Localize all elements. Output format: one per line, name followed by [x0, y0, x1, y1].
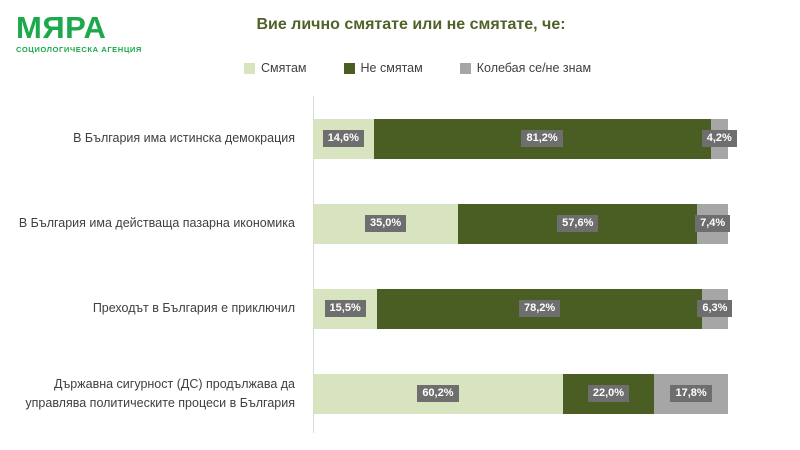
agency-logo: МЯРА СОЦИОЛОГИЧЕСКА АГЕНЦИЯ [16, 12, 142, 54]
value-label: 6,3% [697, 299, 733, 318]
chart-legend: Смятам Не смятам Колебая се/не знам [244, 61, 591, 75]
y-axis-line [313, 96, 314, 433]
chart-row: В България има истинска демокрация 14,6% 8… [0, 96, 800, 181]
value-label: 35,0% [365, 214, 407, 233]
stacked-bar: 35,0% 57,6% 7,4% [313, 203, 731, 244]
stacked-bar: 60,2% 22,0% 17,8% [313, 373, 728, 414]
chart-rows: В България има истинска демокрация 14,6% 8… [0, 96, 800, 436]
agency-logo-name: МЯРА [16, 10, 107, 45]
value-label: 17,8% [670, 384, 712, 403]
bar-segment-kolebaya-se: 4,2% [701, 118, 737, 159]
legend-label: Колебая се/не знам [476, 61, 592, 75]
chart-row: Преходът в България е приключил 15,5% 78,2… [0, 266, 800, 351]
chart-row: Държавна сигурност (ДС) продължава да уп… [0, 351, 800, 436]
chart-title: Вие лично смятате или не смятате, че: [256, 16, 566, 33]
value-label: 22,0% [587, 384, 630, 403]
chart-row: В България има действаща пазарна икономи… [0, 181, 800, 266]
legend-swatch-icon [459, 62, 471, 74]
value-label: 57,6% [557, 214, 599, 233]
value-label: 15,5% [324, 299, 366, 318]
bar-segment-kolebaya-se: 17,8% [654, 373, 728, 414]
value-label: 78,2% [518, 299, 561, 318]
legend-item-kolebaya-se: Колебая се/не знам [459, 61, 592, 75]
bar-segment-smyatam: 60,2% [313, 373, 563, 414]
legend-swatch-icon [343, 62, 355, 74]
value-label: 7,4% [695, 214, 731, 233]
stacked-bar: 14,6% 81,2% 4,2% [313, 118, 737, 159]
bar-segment-ne-smyatam: 22,0% [562, 373, 655, 414]
bar-segment-smyatam: 14,6% [313, 118, 374, 159]
bar-segment-kolebaya-se: 6,3% [697, 288, 733, 329]
value-label: 4,2% [701, 129, 737, 148]
bar-segment-ne-smyatam: 57,6% [458, 203, 698, 244]
bar-segment-smyatam: 35,0% [313, 203, 459, 244]
legend-item-ne-smyatam: Не смятам [343, 61, 423, 75]
bar-segment-kolebaya-se: 7,4% [695, 203, 731, 244]
category-label: Преходът в България е приключил [92, 301, 295, 316]
value-label: 14,6% [322, 129, 364, 148]
category-label: В България има действаща пазарна икономи… [18, 216, 295, 231]
bar-segment-smyatam: 15,5% [313, 288, 378, 329]
value-label: 60,2% [417, 384, 459, 403]
legend-item-smyatam: Смятам [244, 61, 307, 75]
value-label: 81,2% [521, 129, 563, 148]
bar-segment-ne-smyatam: 78,2% [377, 288, 702, 329]
category-label: Държавна сигурност (ДС) продължава да уп… [25, 376, 295, 410]
category-label: В България има истинска демокрация [73, 131, 295, 146]
legend-label: Смятам [261, 61, 307, 75]
stacked-bar: 15,5% 78,2% 6,3% [313, 288, 733, 329]
legend-swatch-icon [244, 62, 255, 74]
agency-logo-tagline: СОЦИОЛОГИЧЕСКА АГЕНЦИЯ [16, 45, 142, 54]
legend-label: Не смятам [360, 61, 423, 75]
bar-segment-ne-smyatam: 81,2% [373, 118, 711, 159]
